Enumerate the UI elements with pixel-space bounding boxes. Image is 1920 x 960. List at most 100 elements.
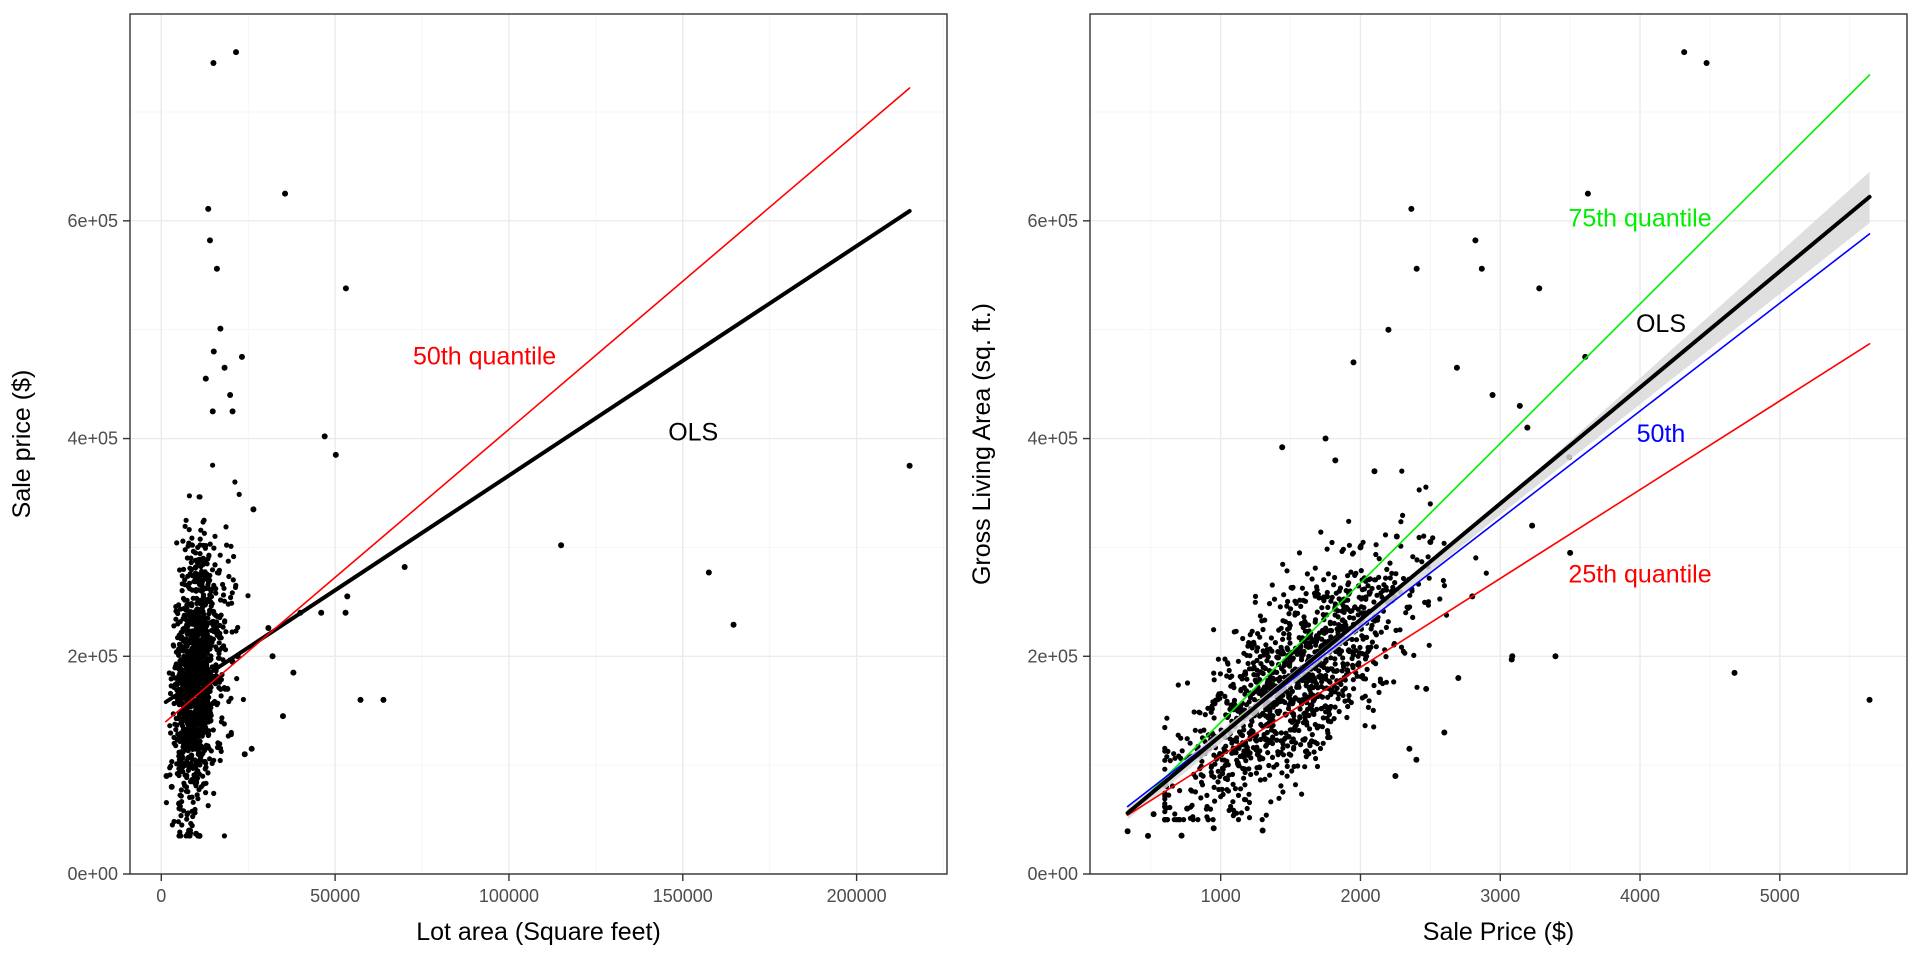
scatter-point bbox=[730, 621, 737, 628]
scatter-point bbox=[177, 567, 183, 573]
scatter-point bbox=[188, 611, 194, 617]
scatter-point bbox=[228, 695, 234, 701]
scatter-point bbox=[1441, 540, 1447, 546]
scatter-point bbox=[1233, 628, 1239, 634]
scatter-point bbox=[191, 698, 197, 704]
scatter-point bbox=[1274, 654, 1280, 660]
scatter-point bbox=[187, 778, 194, 785]
scatter-point bbox=[1210, 699, 1216, 705]
scatter-point bbox=[227, 392, 234, 399]
scatter-point bbox=[182, 547, 188, 553]
scatter-point bbox=[1731, 669, 1738, 676]
scatter-point bbox=[1270, 704, 1276, 710]
scatter-point bbox=[207, 655, 213, 661]
scatter-point bbox=[1312, 565, 1318, 571]
scatter-point bbox=[1369, 639, 1375, 645]
x-tick-label: 5000 bbox=[1760, 886, 1800, 906]
scatter-point bbox=[185, 810, 191, 816]
scatter-point bbox=[198, 615, 204, 621]
scatter-point bbox=[1296, 550, 1303, 556]
scatter-point bbox=[1167, 804, 1173, 811]
scatter-point bbox=[1332, 656, 1338, 662]
scatter-point bbox=[1266, 601, 1273, 607]
scatter-point bbox=[1385, 619, 1391, 625]
scatter-point bbox=[1282, 699, 1288, 706]
scatter-point bbox=[1178, 735, 1184, 741]
scatter-point bbox=[1162, 724, 1168, 731]
scatter-point bbox=[228, 729, 234, 736]
scatter-point bbox=[1229, 740, 1235, 746]
scatter-point bbox=[1222, 693, 1228, 700]
scatter-point bbox=[1210, 817, 1216, 823]
scatter-point bbox=[240, 696, 246, 703]
scatter-point bbox=[200, 730, 207, 736]
scatter-point bbox=[1281, 592, 1287, 598]
scatter-point bbox=[1325, 694, 1331, 700]
scatter-point bbox=[1208, 709, 1214, 715]
scatter-point bbox=[1383, 584, 1389, 590]
scatter-point bbox=[1208, 764, 1214, 771]
scatter-point bbox=[1299, 677, 1305, 684]
scatter-point bbox=[1453, 364, 1460, 371]
scatter-point bbox=[1392, 580, 1398, 586]
scatter-point bbox=[205, 615, 211, 621]
scatter-point bbox=[197, 755, 204, 761]
scatter-point bbox=[229, 600, 235, 606]
scatter-point bbox=[1202, 712, 1208, 718]
scatter-point bbox=[1422, 599, 1428, 606]
scatter-point bbox=[1173, 817, 1179, 823]
scatter-point bbox=[185, 767, 191, 774]
scatter-point bbox=[211, 582, 217, 589]
scatter-point bbox=[1309, 576, 1315, 582]
scatter-point bbox=[175, 621, 181, 627]
scatter-point bbox=[213, 265, 220, 272]
scatter-point bbox=[1383, 575, 1389, 581]
scatter-point bbox=[193, 780, 199, 786]
scatter-point bbox=[210, 59, 217, 66]
scatter-point bbox=[238, 353, 245, 360]
scatter-point bbox=[1242, 752, 1248, 758]
scatter-point bbox=[1263, 742, 1269, 748]
scatter-point bbox=[198, 625, 204, 631]
scatter-point bbox=[176, 702, 182, 708]
scatter-point bbox=[1327, 706, 1333, 712]
scatter-point bbox=[202, 650, 208, 656]
series-line-50th-quantile bbox=[165, 87, 911, 723]
scatter-point bbox=[1346, 647, 1352, 653]
scatter-point bbox=[1703, 59, 1710, 66]
scatter-point bbox=[1478, 265, 1485, 272]
scatter-point bbox=[205, 730, 211, 736]
scatter-point bbox=[1274, 762, 1280, 768]
scatter-point bbox=[193, 759, 199, 765]
scatter-point bbox=[1328, 719, 1334, 725]
scatter-point bbox=[1345, 597, 1351, 603]
scatter-point bbox=[1175, 682, 1181, 688]
scatter-point bbox=[217, 622, 223, 629]
scatter-point bbox=[1309, 678, 1316, 684]
scatter-point bbox=[203, 543, 209, 549]
scatter-point bbox=[1376, 584, 1382, 591]
scatter-point bbox=[1387, 575, 1393, 581]
scatter-point bbox=[1246, 799, 1253, 806]
scatter-point bbox=[1323, 658, 1329, 664]
scatter-point bbox=[177, 606, 183, 612]
scatter-point bbox=[1373, 542, 1379, 548]
scatter-point bbox=[1260, 648, 1266, 654]
scatter-point bbox=[1291, 763, 1297, 770]
scatter-point bbox=[1292, 612, 1298, 618]
scatter-point bbox=[1278, 730, 1284, 736]
scatter-outliers bbox=[163, 49, 913, 839]
scatter-point bbox=[1259, 827, 1266, 834]
scatter-point bbox=[168, 676, 174, 682]
scatter-point bbox=[205, 803, 211, 809]
scatter-point bbox=[1332, 574, 1338, 581]
scatter-point bbox=[1472, 237, 1479, 244]
scatter-point bbox=[1310, 698, 1316, 704]
scatter-point bbox=[1311, 749, 1317, 755]
scatter-point bbox=[200, 637, 206, 643]
scatter-point bbox=[1360, 539, 1366, 545]
scatter-point bbox=[1277, 604, 1283, 610]
scatter-point bbox=[1426, 642, 1432, 648]
scatter-point bbox=[207, 607, 213, 614]
scatter-point bbox=[189, 640, 195, 646]
